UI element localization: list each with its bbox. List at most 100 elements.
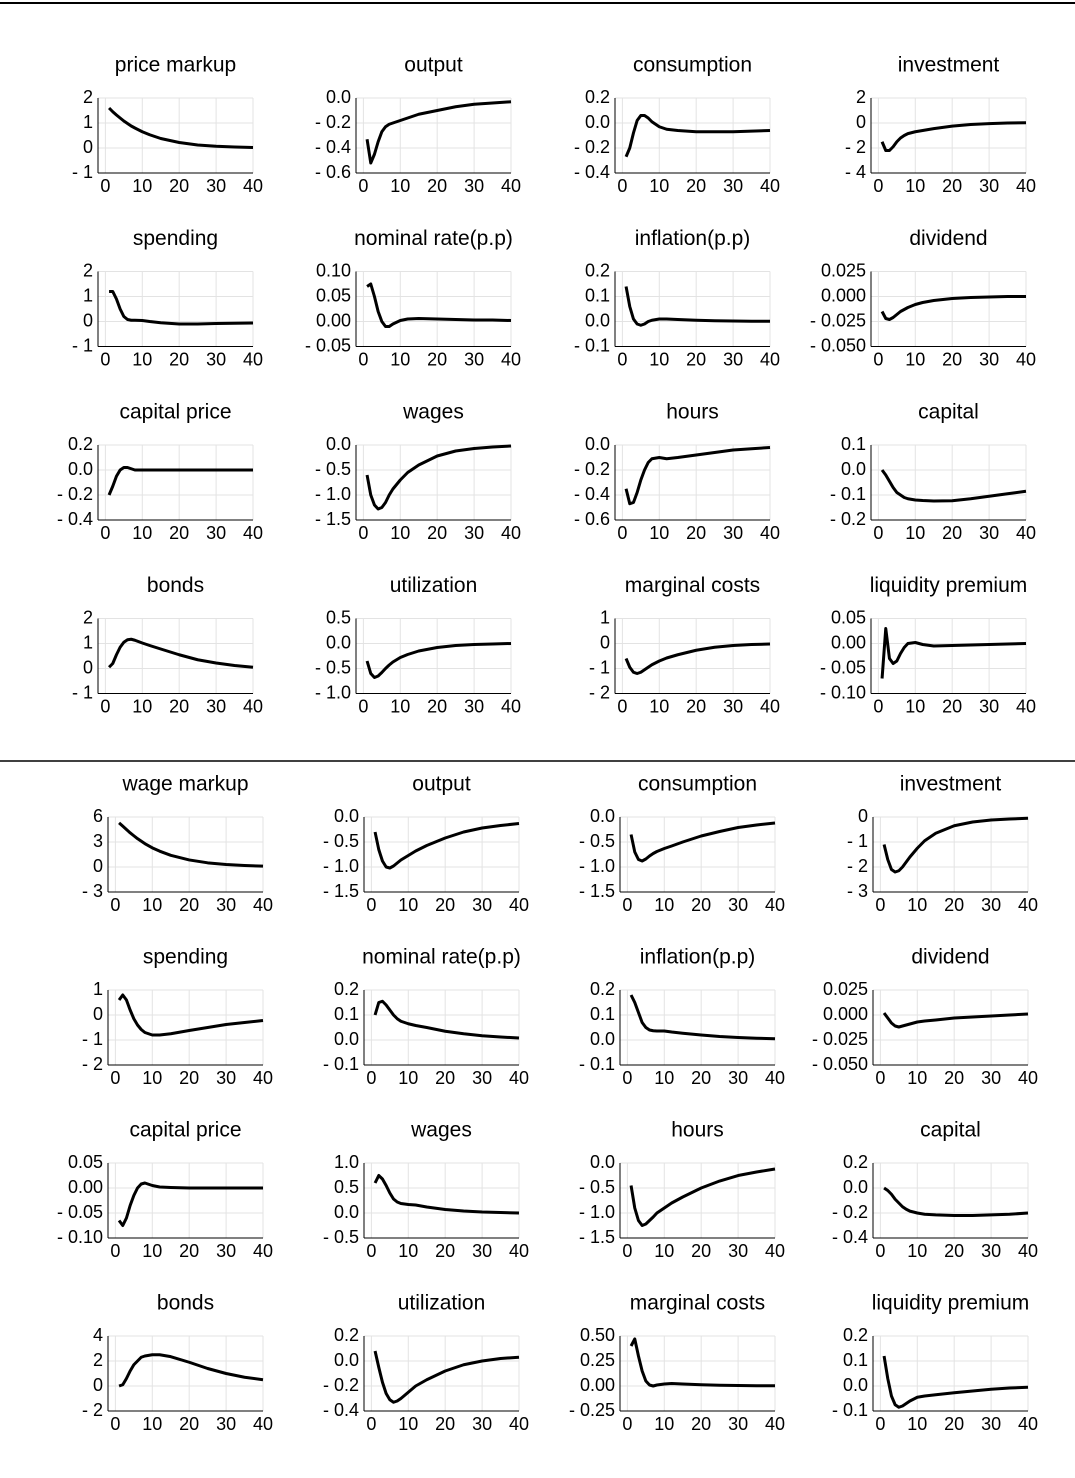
- x-tick-label: 0: [100, 696, 110, 716]
- x-tick-label: 10: [398, 1414, 418, 1434]
- y-tick-label: 0.0: [326, 87, 351, 107]
- series-line: [629, 1167, 776, 1227]
- x-tick-label: 20: [686, 176, 706, 196]
- y-tick-label: - 0.5: [315, 459, 351, 479]
- series-line: [365, 444, 512, 511]
- y-tick-label: - 0.25: [569, 1400, 615, 1420]
- x-tick-label: 20: [691, 1241, 711, 1261]
- y-tick-label: - 0.050: [812, 1054, 868, 1074]
- x-tick-label: 30: [723, 696, 743, 716]
- x-tick-label: 30: [981, 895, 1001, 915]
- y-tick-label: 0.10: [316, 260, 351, 280]
- x-tick-label: 10: [905, 176, 925, 196]
- series-line: [109, 290, 254, 326]
- chart-title: inflation(p.p): [640, 946, 756, 969]
- y-tick-label: 0.000: [821, 285, 866, 305]
- series-line: [880, 295, 1026, 321]
- x-tick-label: 40: [243, 523, 263, 543]
- series-line: [365, 642, 512, 679]
- y-tick-label: 0.1: [585, 285, 610, 305]
- x-tick-label: 30: [723, 176, 743, 196]
- x-tick-label: 30: [728, 895, 748, 915]
- x-tick-label: 40: [509, 1414, 529, 1434]
- x-tick-label: 0: [110, 1414, 120, 1434]
- y-tick-label: - 2: [82, 1400, 103, 1420]
- x-tick-label: 40: [760, 176, 780, 196]
- x-tick-label: 0: [366, 895, 376, 915]
- y-tick-label: 0.0: [334, 806, 359, 826]
- x-tick-label: 10: [398, 895, 418, 915]
- y-tick-label: 0.0: [585, 310, 610, 330]
- x-tick-label: 10: [907, 1068, 927, 1088]
- y-tick-label: 0.25: [580, 1350, 615, 1370]
- y-tick-label: - 0.2: [832, 1202, 868, 1222]
- x-tick-label: 20: [427, 696, 447, 716]
- y-tick-label: - 0.2: [57, 484, 93, 504]
- x-tick-label: 10: [905, 523, 925, 543]
- y-tick-label: 2: [93, 1350, 103, 1370]
- chart-title: dividend: [911, 946, 989, 969]
- y-tick-label: - 0.2: [315, 112, 351, 132]
- x-tick-label: 30: [464, 523, 484, 543]
- y-tick-label: - 0.1: [574, 335, 610, 355]
- x-tick-label: 20: [691, 1414, 711, 1434]
- y-tick-label: - 1.0: [315, 484, 351, 504]
- x-tick-label: 10: [649, 349, 669, 369]
- chart-title: marginal costs: [625, 574, 760, 597]
- x-tick-label: 10: [390, 523, 410, 543]
- y-tick-label: 0: [93, 856, 103, 876]
- x-tick-label: 40: [243, 176, 263, 196]
- y-tick-label: 0: [600, 632, 610, 652]
- y-tick-label: 0: [83, 137, 93, 157]
- y-tick-label: - 0.4: [574, 162, 610, 182]
- x-tick-label: 30: [979, 696, 999, 716]
- series-line: [882, 1012, 1029, 1029]
- x-tick-label: 0: [366, 1068, 376, 1088]
- x-tick-label: 30: [216, 1241, 236, 1261]
- y-tick-label: 0.0: [334, 1029, 359, 1049]
- chart-title: utilization: [398, 1292, 486, 1315]
- y-tick-label: 0.0: [68, 459, 93, 479]
- x-tick-label: 40: [1018, 1068, 1038, 1088]
- chart-title: investment: [898, 54, 1000, 77]
- x-tick-label: 10: [142, 1068, 162, 1088]
- x-tick-label: 10: [654, 1241, 674, 1261]
- series-line: [629, 994, 776, 1041]
- chart-title: capital price: [119, 401, 231, 424]
- chart-title: liquidity premium: [870, 574, 1028, 597]
- y-tick-label: 2: [83, 607, 93, 627]
- x-tick-label: 20: [942, 523, 962, 543]
- y-tick-label: 0.50: [580, 1325, 615, 1345]
- x-tick-label: 20: [179, 895, 199, 915]
- series-line: [118, 1353, 264, 1388]
- y-tick-label: - 0.5: [579, 1177, 615, 1197]
- x-tick-label: 30: [216, 1414, 236, 1434]
- series-line: [117, 993, 264, 1037]
- x-tick-label: 20: [179, 1414, 199, 1434]
- y-tick-label: 0.025: [823, 979, 868, 999]
- series-line: [883, 1186, 1029, 1217]
- x-tick-label: 0: [358, 523, 368, 543]
- x-tick-label: 40: [253, 1241, 273, 1261]
- y-tick-label: 0: [856, 112, 866, 132]
- x-tick-label: 0: [622, 1068, 632, 1088]
- x-tick-label: 10: [649, 523, 669, 543]
- x-tick-label: 40: [509, 895, 529, 915]
- series-line: [107, 466, 253, 496]
- y-tick-label: 0.2: [843, 1152, 868, 1172]
- x-tick-label: 10: [905, 696, 925, 716]
- y-tick-label: - 0.5: [315, 657, 351, 677]
- series-line: [373, 999, 520, 1040]
- y-tick-label: 0.0: [334, 1202, 359, 1222]
- y-tick-label: - 0.6: [574, 509, 610, 529]
- x-tick-label: 20: [435, 895, 455, 915]
- x-tick-label: 0: [358, 349, 368, 369]
- y-tick-label: 0: [93, 1375, 103, 1395]
- x-tick-label: 40: [760, 349, 780, 369]
- x-tick-label: 40: [509, 1068, 529, 1088]
- y-tick-label: 1.0: [334, 1152, 359, 1172]
- x-tick-label: 10: [398, 1068, 418, 1088]
- x-tick-label: 20: [435, 1068, 455, 1088]
- y-tick-label: - 0.4: [315, 137, 351, 157]
- chart-title: output: [412, 773, 471, 796]
